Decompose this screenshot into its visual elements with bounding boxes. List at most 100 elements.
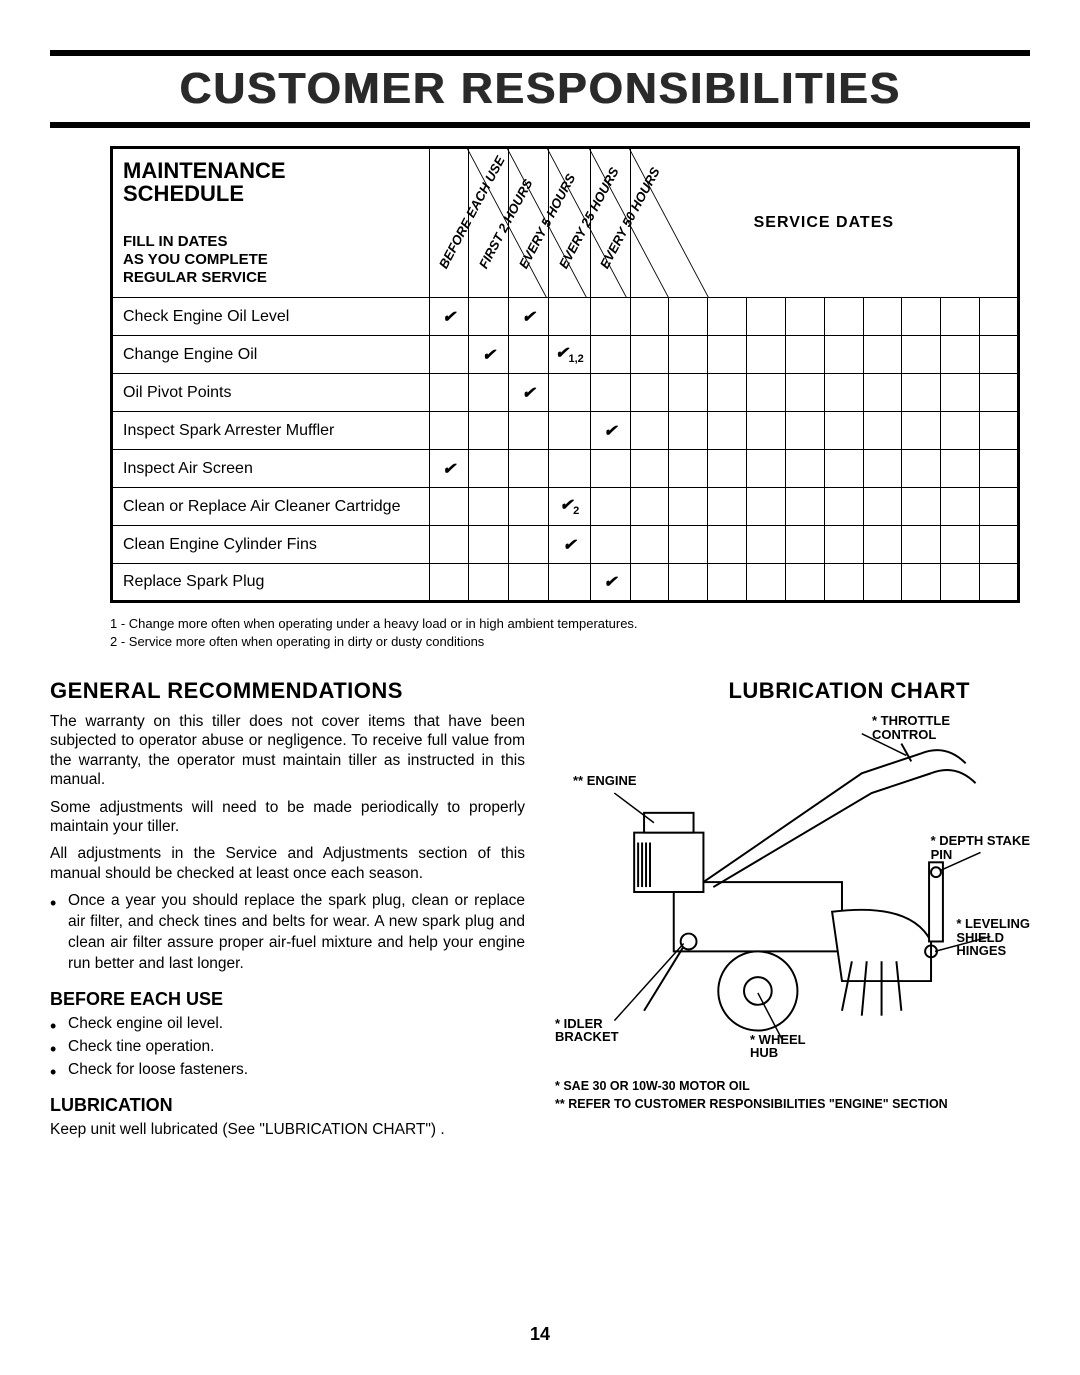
- service-date-slot: [669, 526, 708, 564]
- service-date-slot: [979, 412, 1018, 450]
- table-row: Replace Spark Plug ✔: [112, 564, 1019, 602]
- check-cell: [590, 298, 630, 336]
- service-date-slot: [669, 298, 708, 336]
- service-date-slot: [708, 374, 747, 412]
- check-cell: [429, 374, 469, 412]
- label-wheel-hub: * WHEEL HUB: [750, 1033, 806, 1060]
- service-date-slot: [979, 336, 1018, 374]
- service-date-slot: [824, 336, 863, 374]
- heading-general: GENERAL RECOMMENDATIONS: [50, 678, 525, 704]
- service-date-slot: [630, 298, 669, 336]
- service-date-slot: [669, 374, 708, 412]
- col-every-25-hours: EVERY 25 HOURS: [548, 148, 590, 298]
- service-date-slot: [630, 412, 669, 450]
- right-column: LUBRICATION CHART: [555, 678, 1030, 1147]
- service-date-slot: [747, 412, 786, 450]
- schedule-heading-small: FILL IN DATES AS YOU COMPLETE REGULAR SE…: [123, 233, 419, 287]
- service-date-slot: [824, 298, 863, 336]
- general-p2: Some adjustments will need to be made pe…: [50, 798, 525, 837]
- heading-lubrication: LUBRICATION: [50, 1095, 525, 1116]
- service-date-slot: [824, 488, 863, 526]
- service-date-slot: [669, 450, 708, 488]
- service-date-slot: [785, 336, 824, 374]
- check-cell: [469, 412, 509, 450]
- service-date-slot: [630, 488, 669, 526]
- service-date-slot: [863, 336, 902, 374]
- service-date-slot: [863, 374, 902, 412]
- table-row: Inspect Spark Arrester Muffler ✔: [112, 412, 1019, 450]
- service-date-slot: [669, 412, 708, 450]
- check-cell: ✔: [590, 564, 630, 602]
- check-cell: [590, 450, 630, 488]
- schedule-heading-big: MAINTENANCE SCHEDULE: [123, 159, 419, 205]
- check-cell: ✔: [548, 526, 590, 564]
- service-date-slot: [941, 298, 980, 336]
- check-cell: [509, 564, 549, 602]
- check-cell: ✔: [429, 450, 469, 488]
- service-date-slot: [708, 526, 747, 564]
- service-date-slot: [747, 488, 786, 526]
- task-cell: Replace Spark Plug: [112, 564, 430, 602]
- service-date-slot: [669, 564, 708, 602]
- task-cell: Inspect Air Screen: [112, 450, 430, 488]
- chart-notes: * SAE 30 OR 10W-30 MOTOR OIL ** REFER TO…: [555, 1078, 1030, 1113]
- task-cell: Check Engine Oil Level: [112, 298, 430, 336]
- schedule-body: Check Engine Oil Level✔✔Change Engine Oi…: [112, 298, 1019, 602]
- table-row: Change Engine Oil✔✔1,2: [112, 336, 1019, 374]
- check-cell: [548, 374, 590, 412]
- service-date-slot: [979, 526, 1018, 564]
- schedule-table: MAINTENANCE SCHEDULE FILL IN DATES AS YO…: [110, 146, 1020, 603]
- general-p1: The warranty on this tiller does not cov…: [50, 712, 525, 790]
- service-dates-header: SERVICE DATES: [630, 148, 1018, 298]
- before-item: Check tine operation.: [68, 1037, 525, 1058]
- service-date-slot: [708, 412, 747, 450]
- check-cell: [548, 412, 590, 450]
- col-first-2-hours: FIRST 2 HOURS: [469, 148, 509, 298]
- service-date-slot: [785, 298, 824, 336]
- service-date-slot: [863, 298, 902, 336]
- col-every-5-hours: EVERY 5 HOURS: [509, 148, 549, 298]
- service-date-slot: [902, 564, 941, 602]
- label-idler-bracket: * IDLER BRACKET: [555, 1017, 619, 1044]
- footnote-1: 1 - Change more often when operating und…: [110, 615, 1030, 633]
- left-column: GENERAL RECOMMENDATIONS The warranty on …: [50, 678, 525, 1147]
- check-cell: [429, 526, 469, 564]
- service-date-slot: [747, 526, 786, 564]
- service-date-slot: [824, 564, 863, 602]
- check-cell: [590, 526, 630, 564]
- task-cell: Clean or Replace Air Cleaner Cartridge: [112, 488, 430, 526]
- col-every-50-hours: EVERY 50 HOURS: [590, 148, 630, 298]
- service-date-slot: [747, 564, 786, 602]
- check-cell: [509, 526, 549, 564]
- check-cell: [429, 412, 469, 450]
- service-date-slot: [863, 450, 902, 488]
- table-row: Oil Pivot Points✔: [112, 374, 1019, 412]
- service-date-slot: [630, 336, 669, 374]
- service-date-slot: [708, 298, 747, 336]
- check-cell: [509, 450, 549, 488]
- service-date-slot: [630, 526, 669, 564]
- service-date-slot: [863, 564, 902, 602]
- heading-before-each-use: BEFORE EACH USE: [50, 989, 525, 1010]
- check-cell: ✔: [509, 298, 549, 336]
- service-date-slot: [941, 526, 980, 564]
- task-cell: Inspect Spark Arrester Muffler: [112, 412, 430, 450]
- service-date-slot: [863, 488, 902, 526]
- service-date-slot: [979, 374, 1018, 412]
- footnotes: 1 - Change more often when operating und…: [110, 615, 1030, 650]
- service-date-slot: [708, 450, 747, 488]
- service-date-slot: [785, 412, 824, 450]
- service-date-slot: [979, 488, 1018, 526]
- check-cell: ✔: [469, 336, 509, 374]
- service-date-slot: [902, 526, 941, 564]
- task-cell: Clean Engine Cylinder Fins: [112, 526, 430, 564]
- check-cell: ✔: [590, 412, 630, 450]
- service-date-slot: [708, 564, 747, 602]
- check-cell: [469, 488, 509, 526]
- table-row: Clean Engine Cylinder Fins ✔: [112, 526, 1019, 564]
- check-cell: [429, 564, 469, 602]
- service-date-slot: [902, 488, 941, 526]
- check-cell: ✔: [429, 298, 469, 336]
- service-date-slot: [902, 374, 941, 412]
- service-date-slot: [824, 412, 863, 450]
